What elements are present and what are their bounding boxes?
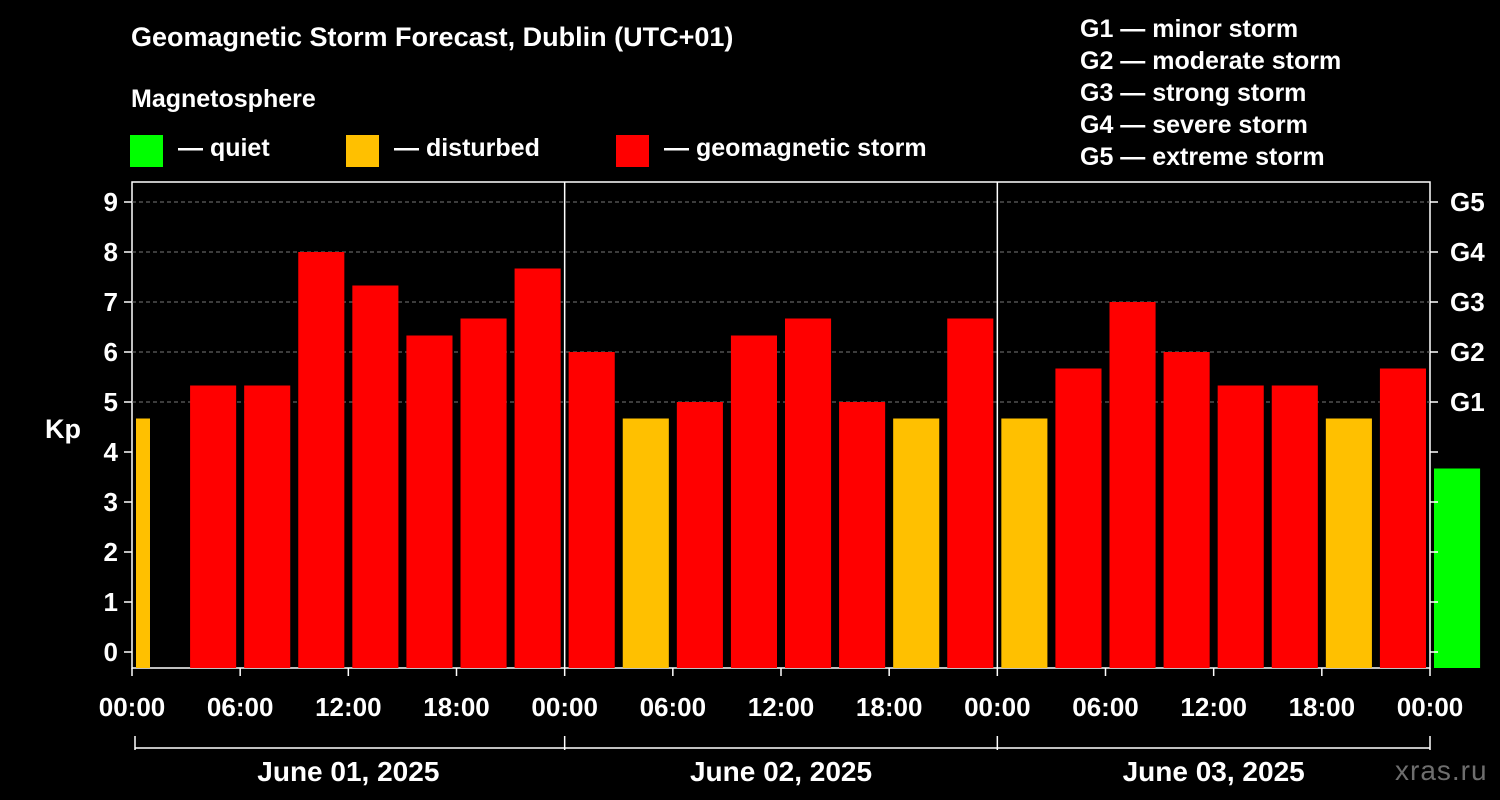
kp-bar (893, 418, 940, 668)
kp-bar (568, 352, 615, 668)
legend-label-quiet: — quiet (178, 134, 270, 162)
x-tick-label: 00:00 (99, 692, 166, 722)
watermark: xras.ru (1395, 755, 1488, 786)
y-tick-label: 9 (104, 187, 118, 217)
storm-level-label: G1 (1450, 387, 1485, 417)
storm-scale-g1: G1 — minor storm (1080, 15, 1299, 43)
kp-bar (676, 402, 723, 668)
x-tick-label: 06:00 (1072, 692, 1139, 722)
y-tick-label: 8 (104, 237, 118, 267)
y-tick-label: 0 (104, 637, 118, 667)
kp-bar (785, 318, 832, 668)
kp-bar (352, 285, 399, 668)
kp-bar (514, 268, 561, 668)
kp-bar (1109, 302, 1156, 668)
x-tick-label: 00:00 (1397, 692, 1464, 722)
kp-bar (244, 385, 291, 668)
kp-bar (1325, 418, 1372, 668)
storm-level-label: G4 (1450, 237, 1485, 267)
day-label: June 01, 2025 (257, 756, 439, 787)
storm-level-label: G5 (1450, 187, 1485, 217)
legend-label-disturbed: — disturbed (394, 134, 540, 162)
kp-bar (730, 335, 777, 668)
kp-bar (622, 418, 669, 668)
x-tick-label: 06:00 (207, 692, 274, 722)
x-tick-label: 18:00 (856, 692, 923, 722)
kp-bar (190, 385, 237, 668)
legend-label-storm: — geomagnetic storm (664, 134, 927, 162)
kp-bar (136, 418, 150, 668)
y-axis-label: Kp (45, 414, 81, 444)
storm-scale-g3: G3 — strong storm (1080, 79, 1307, 107)
kp-bar (1379, 368, 1426, 668)
y-tick-label: 5 (104, 387, 118, 417)
kp-bar (1271, 385, 1318, 668)
y-tick-label: 6 (104, 337, 118, 367)
day-label: June 03, 2025 (1123, 756, 1305, 787)
legend-swatch-quiet (130, 135, 163, 167)
x-tick-label: 06:00 (640, 692, 707, 722)
kp-bar (839, 402, 886, 668)
storm-scale-g5: G5 — extreme storm (1080, 143, 1325, 171)
y-tick-label: 7 (104, 287, 118, 317)
storm-level-label: G2 (1450, 337, 1485, 367)
x-tick-label: 18:00 (423, 692, 490, 722)
kp-bar (460, 318, 507, 668)
kp-bar (1055, 368, 1102, 668)
kp-bar (1163, 352, 1210, 668)
x-tick-label: 12:00 (315, 692, 382, 722)
storm-scale-g4: G4 — severe storm (1080, 111, 1308, 139)
kp-bar (406, 335, 453, 668)
y-tick-label: 1 (104, 587, 118, 617)
kp-bar (1217, 385, 1264, 668)
x-tick-label: 00:00 (531, 692, 598, 722)
x-tick-label: 00:00 (964, 692, 1031, 722)
y-tick-label: 3 (104, 487, 118, 517)
chart-title: Geomagnetic Storm Forecast, Dublin (UTC+… (131, 22, 734, 52)
storm-scale-g2: G2 — moderate storm (1080, 47, 1342, 75)
day-label: June 02, 2025 (690, 756, 872, 787)
y-tick-label: 4 (104, 437, 119, 467)
legend-swatch-storm (616, 135, 649, 167)
kp-bar (1001, 418, 1048, 668)
kp-bar (1434, 468, 1481, 668)
kp-bar (298, 252, 345, 668)
x-tick-label: 18:00 (1289, 692, 1356, 722)
storm-level-label: G3 (1450, 287, 1485, 317)
legend-swatch-disturbed (346, 135, 379, 167)
x-tick-label: 12:00 (748, 692, 815, 722)
kp-bar (947, 318, 994, 668)
y-tick-label: 2 (104, 537, 118, 567)
legend-heading: Magnetosphere (131, 85, 316, 113)
x-tick-label: 12:00 (1180, 692, 1247, 722)
